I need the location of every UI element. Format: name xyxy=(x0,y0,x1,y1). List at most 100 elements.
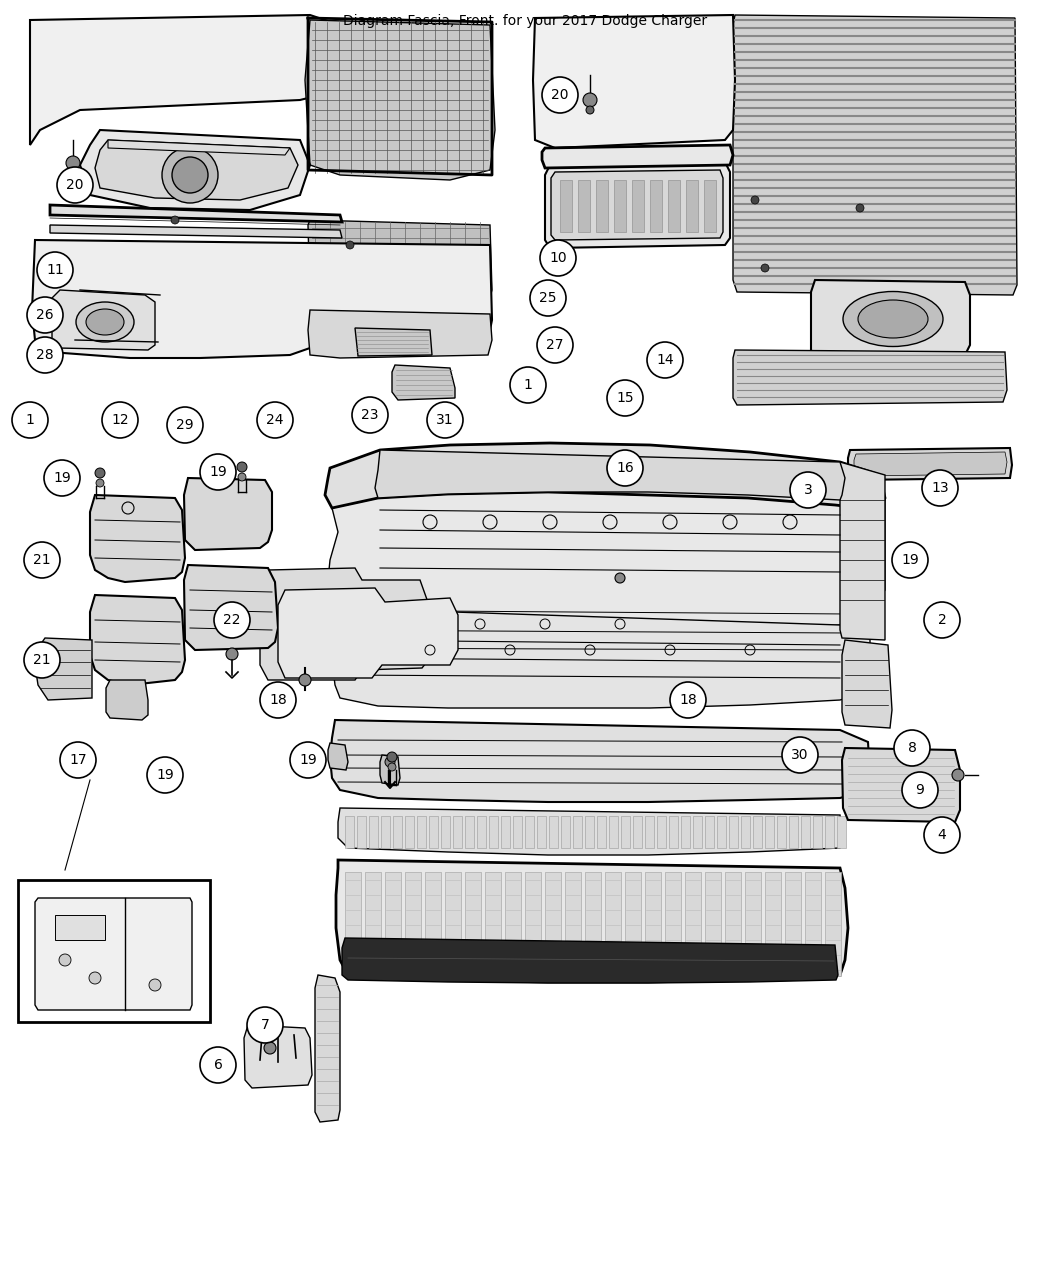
Polygon shape xyxy=(560,180,572,232)
Circle shape xyxy=(290,742,326,778)
Circle shape xyxy=(924,602,960,638)
Circle shape xyxy=(260,682,296,718)
Bar xyxy=(18,880,210,1023)
Text: 17: 17 xyxy=(69,754,87,768)
Polygon shape xyxy=(813,816,822,848)
Polygon shape xyxy=(465,816,474,848)
Circle shape xyxy=(647,342,682,377)
Polygon shape xyxy=(585,816,594,848)
Circle shape xyxy=(96,479,104,487)
Polygon shape xyxy=(330,720,870,802)
Text: 1: 1 xyxy=(524,377,532,391)
Polygon shape xyxy=(811,280,970,358)
Circle shape xyxy=(257,402,293,439)
Polygon shape xyxy=(765,872,781,975)
Circle shape xyxy=(537,326,573,363)
Text: 29: 29 xyxy=(176,418,194,432)
Polygon shape xyxy=(375,450,845,500)
Polygon shape xyxy=(345,872,361,975)
Circle shape xyxy=(57,167,93,203)
Polygon shape xyxy=(90,495,185,581)
Polygon shape xyxy=(625,872,640,975)
Polygon shape xyxy=(342,938,838,983)
Text: 20: 20 xyxy=(551,88,569,102)
Polygon shape xyxy=(545,162,730,249)
Circle shape xyxy=(24,643,60,678)
Text: 2: 2 xyxy=(938,613,946,627)
Text: 13: 13 xyxy=(931,481,949,495)
Text: 18: 18 xyxy=(269,694,287,708)
Polygon shape xyxy=(108,140,290,156)
Polygon shape xyxy=(777,816,786,848)
Polygon shape xyxy=(326,442,885,510)
Text: 9: 9 xyxy=(916,783,924,797)
Polygon shape xyxy=(805,872,821,975)
Polygon shape xyxy=(429,816,438,848)
Polygon shape xyxy=(596,180,608,232)
Polygon shape xyxy=(308,221,492,310)
Circle shape xyxy=(237,462,247,472)
Circle shape xyxy=(892,542,928,578)
Polygon shape xyxy=(633,816,642,848)
Circle shape xyxy=(894,731,930,766)
Polygon shape xyxy=(842,748,960,822)
Polygon shape xyxy=(632,180,644,232)
Circle shape xyxy=(952,769,964,782)
Circle shape xyxy=(200,454,236,490)
Circle shape xyxy=(147,757,183,793)
Polygon shape xyxy=(315,975,340,1122)
Text: 30: 30 xyxy=(792,748,809,762)
Polygon shape xyxy=(453,816,462,848)
Polygon shape xyxy=(801,816,810,848)
Text: 21: 21 xyxy=(34,653,50,667)
Circle shape xyxy=(510,367,546,403)
Text: 3: 3 xyxy=(803,483,813,497)
Text: 6: 6 xyxy=(213,1058,223,1072)
Circle shape xyxy=(94,468,105,478)
Circle shape xyxy=(352,397,388,434)
Polygon shape xyxy=(609,816,618,848)
Polygon shape xyxy=(765,816,774,848)
Polygon shape xyxy=(525,816,534,848)
Text: 19: 19 xyxy=(901,553,919,567)
Polygon shape xyxy=(686,180,698,232)
Polygon shape xyxy=(345,816,354,848)
Text: 7: 7 xyxy=(260,1017,270,1031)
Text: 20: 20 xyxy=(66,179,84,193)
Polygon shape xyxy=(837,816,846,848)
Text: 19: 19 xyxy=(54,470,71,484)
Circle shape xyxy=(226,648,238,660)
Circle shape xyxy=(172,157,208,193)
Polygon shape xyxy=(785,872,801,975)
Polygon shape xyxy=(741,816,750,848)
Circle shape xyxy=(27,297,63,333)
Polygon shape xyxy=(789,816,798,848)
Circle shape xyxy=(388,762,396,771)
Polygon shape xyxy=(561,816,570,848)
Bar xyxy=(55,915,105,940)
Circle shape xyxy=(60,742,96,778)
Circle shape xyxy=(299,674,311,686)
Circle shape xyxy=(542,76,578,113)
Text: 1: 1 xyxy=(25,413,35,427)
Polygon shape xyxy=(90,595,185,685)
Circle shape xyxy=(346,241,354,249)
Polygon shape xyxy=(308,310,492,358)
Polygon shape xyxy=(657,816,666,848)
Polygon shape xyxy=(825,872,841,975)
Polygon shape xyxy=(545,872,561,975)
Polygon shape xyxy=(513,816,522,848)
Polygon shape xyxy=(605,872,621,975)
Text: 18: 18 xyxy=(679,694,697,708)
Circle shape xyxy=(149,979,161,991)
Polygon shape xyxy=(533,15,735,148)
Polygon shape xyxy=(825,816,834,848)
Circle shape xyxy=(790,472,826,507)
Circle shape xyxy=(924,817,960,853)
Polygon shape xyxy=(184,565,278,650)
Circle shape xyxy=(44,460,80,496)
Text: 27: 27 xyxy=(546,338,564,352)
Polygon shape xyxy=(304,20,495,180)
Polygon shape xyxy=(328,450,885,635)
Ellipse shape xyxy=(843,292,943,347)
